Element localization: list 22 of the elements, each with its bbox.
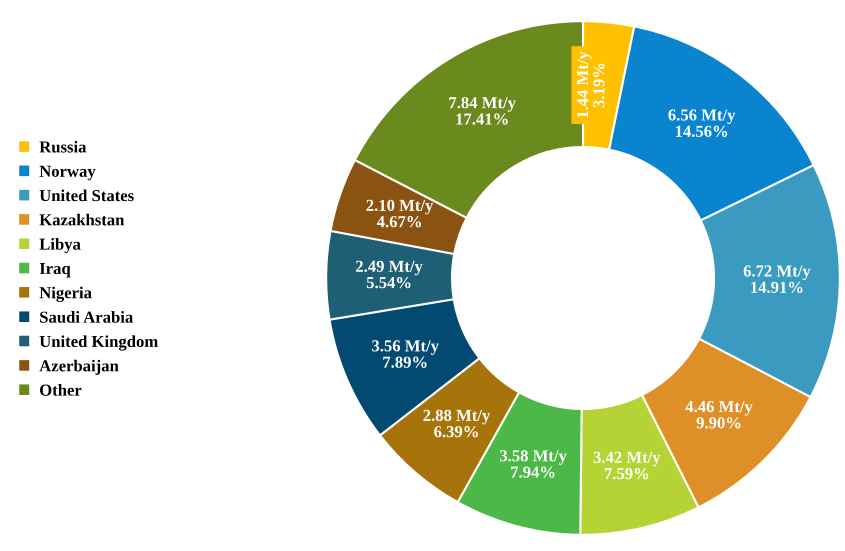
data-label: 3.56 Mt/y 7.89% <box>372 340 439 368</box>
legend-label: Nigeria <box>40 286 92 302</box>
legend-label: Kazakhstan <box>40 214 124 226</box>
legend-label: Russia <box>40 140 86 153</box>
legend-label: United Kingdom <box>40 335 158 351</box>
legend-label: United States <box>40 189 134 202</box>
data-label: 3.58 Mt/y 7.94% <box>500 450 567 478</box>
legend-label: Norway <box>40 166 96 180</box>
data-label: 4.46 Mt/y 9.90% <box>685 400 753 429</box>
legend-label: Azerbaijan <box>39 360 119 375</box>
data-label: 7.84 Mt/y 17.41% <box>449 97 516 125</box>
legend-label: Other <box>40 384 82 396</box>
legend-label: Saudi Arabia <box>40 311 133 323</box>
data-label: 3.42 Mt/y 7.59% <box>594 452 660 480</box>
data-label: 2.88 Mt/y 6.39% <box>423 410 490 438</box>
legend-label: Iraq <box>40 263 71 278</box>
data-label: 2.49 Mt/y 5.54% <box>356 260 423 288</box>
data-label: 6.56 Mt/y 14.56% <box>668 109 736 137</box>
data-label: 2.10 Mt/y 4.67% <box>366 200 434 228</box>
data-label: 6.72 Mt/y 14.91% <box>744 265 811 294</box>
data-label: 1.44 Mt/y 3.19% <box>576 51 605 118</box>
legend-label: Libya <box>40 238 81 254</box>
